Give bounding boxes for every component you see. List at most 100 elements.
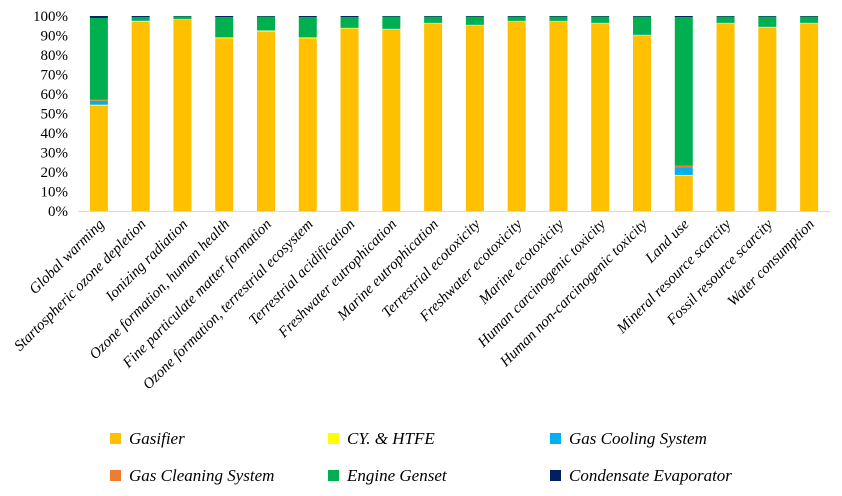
legend-swatch: [550, 433, 561, 444]
bar-segment: [131, 16, 150, 21]
bar-segment: [758, 16, 777, 27]
bar-segment: [465, 25, 484, 211]
bar-segment: [131, 20, 150, 22]
bar-segment: [215, 16, 234, 38]
bar-segment: [716, 16, 735, 17]
bar-segment: [633, 16, 651, 17]
legend-label: Engine Genset: [346, 466, 448, 485]
bar-segment: [674, 174, 693, 176]
bar-segment: [633, 35, 651, 211]
bar-segment: [424, 16, 443, 23]
bar-segment: [424, 23, 443, 211]
y-tick-label: 70%: [41, 68, 69, 84]
bar-segment: [674, 16, 693, 17]
bar-segment: [674, 16, 693, 166]
bar-segment: [382, 29, 401, 30]
legend-swatch: [550, 470, 561, 481]
bar-segment: [257, 31, 275, 211]
bar-segment: [800, 16, 819, 17]
legend-label: Gas Cleaning System: [129, 466, 274, 485]
legend-label: Condensate Evaporator: [569, 466, 732, 485]
bar-segment: [89, 105, 108, 211]
bar-segment: [89, 16, 108, 18]
bar-segment: [465, 16, 484, 25]
y-tick-label: 60%: [41, 87, 69, 103]
bar-segment: [800, 23, 819, 24]
y-tick-label: 0%: [48, 204, 68, 220]
bar-segment: [298, 16, 317, 38]
bar-segment: [257, 16, 275, 17]
bar-segment: [340, 16, 359, 17]
y-tick-label: 10%: [41, 185, 69, 201]
bar-segment: [340, 16, 359, 28]
bar-segment: [507, 16, 526, 17]
bar-segment: [89, 100, 108, 105]
x-tick-label: Global warming: [27, 216, 109, 298]
bar-segment: [633, 34, 651, 36]
bar-segment: [89, 104, 108, 106]
bar-segment: [591, 16, 610, 17]
bar-segment: [131, 21, 150, 211]
legend-label: Gasifier: [129, 429, 185, 448]
bar-segment: [173, 16, 192, 19]
bar-segment: [89, 99, 108, 101]
bar-segment: [758, 27, 777, 212]
bar-segment: [298, 37, 317, 39]
legend-swatch: [328, 433, 339, 444]
bar-segment: [257, 16, 275, 31]
bar-segment: [215, 37, 234, 39]
legend: Gasifier CY. & HTFE Gas Cooling System Gas …: [110, 429, 732, 485]
bar-segment: [800, 16, 819, 23]
bar-segment: [716, 23, 735, 211]
bar-segment: [716, 16, 735, 23]
bar-segment: [507, 16, 526, 21]
y-tick-label: 40%: [41, 126, 69, 142]
legend-label: CY. & HTFE: [347, 429, 435, 448]
bar-segment: [633, 16, 651, 35]
bar-segment: [173, 19, 192, 20]
bar-segment: [382, 16, 401, 17]
y-tick-label: 90%: [41, 29, 69, 45]
bar-segment: [465, 25, 484, 26]
bar-segment: [131, 16, 150, 17]
legend-label: Gas Cooling System: [569, 429, 707, 448]
bar-segment: [549, 16, 568, 21]
bar-segment: [340, 28, 359, 29]
bar-segment: [507, 21, 526, 22]
legend-swatch: [328, 470, 339, 481]
bar-segment: [382, 29, 401, 212]
y-tick-label: 50%: [41, 107, 69, 123]
bar-segment: [716, 23, 735, 24]
bar-segment: [257, 30, 275, 32]
bar-segment: [591, 23, 610, 211]
bar-segment: [549, 21, 568, 211]
bar-segment: [298, 38, 317, 211]
y-axis: 0% 10% 20% 30% 40% 50% 60% 70% 80% 90% 100%: [33, 9, 68, 220]
bar-segment: [758, 27, 777, 28]
bar-segment: [758, 16, 777, 17]
bar-segment: [465, 16, 484, 17]
bar-segment: [674, 175, 693, 211]
bar-segment: [674, 167, 693, 175]
y-tick-label: 20%: [41, 165, 69, 181]
bar-segment: [674, 165, 693, 168]
bar-segment: [800, 23, 819, 211]
bar-segment: [382, 16, 401, 29]
bar-segment: [340, 28, 359, 211]
bar-segment: [215, 16, 234, 17]
bars-group: [89, 16, 819, 212]
bar-segment: [507, 21, 526, 211]
y-tick-label: 30%: [41, 146, 69, 162]
bar-segment: [591, 16, 610, 23]
legend-swatch: [110, 470, 121, 481]
bar-segment: [591, 23, 610, 24]
bar-segment: [89, 17, 108, 100]
bar-segment: [424, 23, 443, 24]
y-tick-label: 100%: [33, 9, 68, 25]
bar-segment: [298, 16, 317, 17]
y-tick-label: 80%: [41, 48, 69, 64]
bar-segment: [549, 21, 568, 22]
bar-segment: [173, 19, 192, 212]
